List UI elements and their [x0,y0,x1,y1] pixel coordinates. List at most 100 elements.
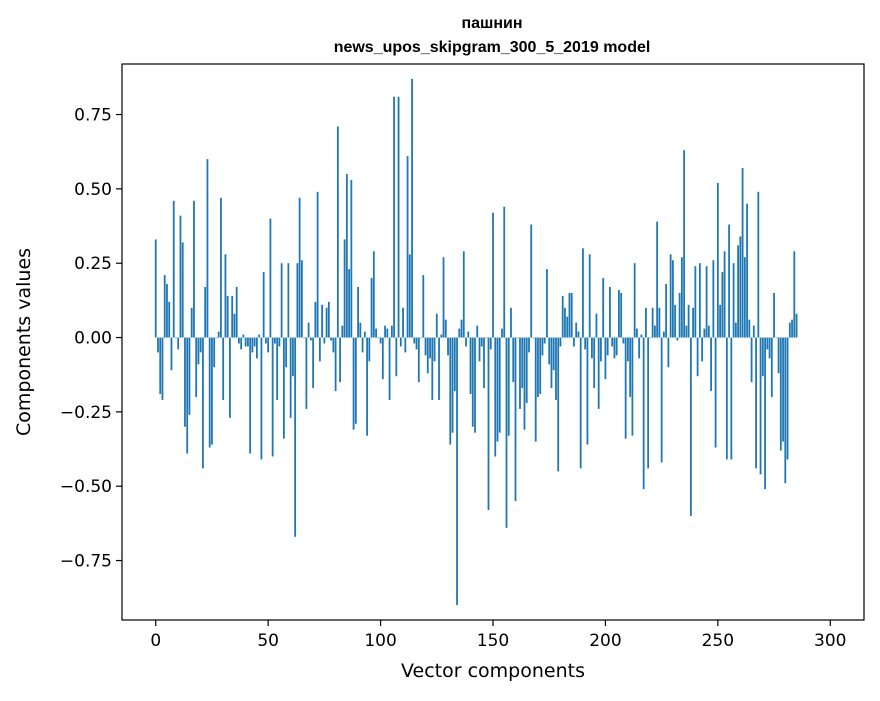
bar [534,337,537,442]
bar [175,337,177,339]
bar [247,337,249,347]
bar [211,337,213,445]
bar [705,266,708,338]
bar [458,328,461,338]
bar [732,263,735,338]
bar [184,337,186,427]
bar [611,337,614,347]
bar [512,337,515,383]
bar [462,251,465,338]
bar [370,278,373,338]
bar [395,337,398,377]
bar [741,168,744,338]
bar [222,337,225,400]
bar [305,337,308,409]
bar [291,337,294,377]
bar [543,337,546,344]
bar [557,337,560,472]
bar [689,337,692,516]
bar [208,337,211,448]
bar [770,337,773,398]
bar [314,301,317,338]
x-tick-label: 200 [589,631,621,651]
bar [411,78,413,338]
bar [737,245,739,338]
bar [494,337,497,457]
bar [492,212,494,338]
bar [363,331,366,338]
y-tick-label: −0.75 [60,552,112,572]
bar [696,337,699,377]
bar [451,337,454,433]
bar [640,334,643,338]
bar [453,337,456,392]
bar [348,269,350,338]
bar [750,337,753,383]
bar [710,337,712,392]
bar [186,337,189,454]
bar [707,325,710,338]
bar [375,328,377,338]
x-tick-label: 300 [814,631,846,651]
chart-subtitle: news_upos_skipgram_300_5_2019 model [334,39,651,56]
bar [190,307,193,338]
bar [345,174,348,338]
bar [429,337,431,359]
bar [591,337,593,359]
bar [496,337,499,442]
bar [154,239,157,338]
bar [262,272,265,338]
bar [413,337,416,344]
bar [694,266,697,338]
bar [157,337,159,353]
bar [393,96,395,338]
bar [357,286,359,338]
bar [420,337,422,339]
bar [519,337,521,409]
bar [276,337,279,400]
bar [226,295,229,338]
bar [645,307,647,338]
x-tick-label: 250 [702,631,734,651]
bar [768,337,771,359]
bar [721,272,724,338]
bar [336,126,339,338]
bar [600,337,602,362]
bar [456,337,458,606]
bar [447,337,449,356]
y-tick-label: 0.50 [74,180,112,200]
bar [483,337,485,389]
bar [636,328,638,338]
bar [476,325,479,338]
bar [163,275,166,338]
bar [528,337,530,353]
bar [265,337,267,344]
bar [377,337,380,339]
bar [197,337,200,365]
bar [341,325,344,338]
bar [280,263,283,338]
bar [575,322,578,338]
bar [507,337,510,436]
bar [480,337,483,347]
bar [723,251,726,338]
bar [199,337,202,353]
bar [271,337,274,457]
bar [206,159,209,338]
bar [298,197,301,338]
bar [404,337,407,353]
bar [240,337,243,350]
bar [537,337,539,398]
bar [287,263,290,338]
bar [541,337,544,356]
bar [258,334,261,338]
bar [244,337,247,347]
bar [766,337,769,350]
bar [503,206,506,338]
bar [784,337,787,484]
bar [294,337,297,537]
bar [285,337,288,368]
bar [424,337,427,356]
bar [278,337,281,347]
